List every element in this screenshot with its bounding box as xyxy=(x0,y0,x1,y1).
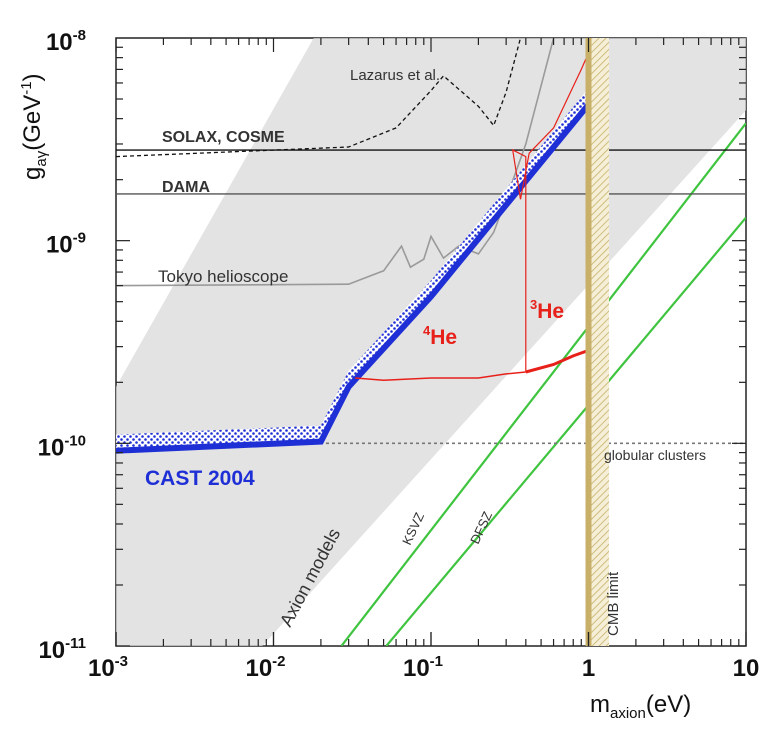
y-axis-title: gaγ(GeV-1) xyxy=(18,73,50,180)
x-axis-title-base: m xyxy=(590,691,610,718)
label-solax: SOLAX, COSME xyxy=(162,129,285,146)
x-axis-title-sub: axion xyxy=(610,705,646,722)
y-tick-label: 10-8 xyxy=(46,27,86,56)
x-tick-label: 10-1 xyxy=(403,653,443,682)
label-globular: globular clusters xyxy=(604,447,706,463)
y-tick-label: 10-9 xyxy=(46,230,86,259)
label-tokyo: Tokyo helioscope xyxy=(158,267,288,286)
x-axis-title-unit: (eV) xyxy=(646,691,691,718)
he4-sup: 4 xyxy=(423,323,431,338)
y-axis-title-unit-sup: -1 xyxy=(18,81,35,94)
he4-base: He xyxy=(430,326,457,349)
he-resonance-curve xyxy=(511,38,596,372)
label-lazarus: Lazarus et al. xyxy=(350,67,440,84)
label-dama: DAMA xyxy=(162,179,210,196)
y-axis-title-unit-pre: (GeV xyxy=(19,95,46,151)
label-he3: 3He xyxy=(530,297,564,323)
y-axis-title-unit-post: ) xyxy=(19,73,46,81)
y-tick-label: 10-10 xyxy=(38,432,86,461)
model-line-dfsz xyxy=(385,216,746,646)
x-tick-label: 1 xyxy=(582,655,595,682)
label-cast: CAST 2004 xyxy=(145,467,255,490)
model-lines xyxy=(340,122,746,646)
label-he4: 4He xyxy=(423,323,457,349)
y-tick-label: 10-11 xyxy=(38,635,86,664)
y-axis-title-base: g xyxy=(19,167,46,180)
he3-sup: 3 xyxy=(530,297,537,312)
cmb-limit-band xyxy=(588,38,610,646)
lazarus-curve xyxy=(116,38,522,158)
x-tick-label: 10-3 xyxy=(88,653,128,682)
model-line-ksvz xyxy=(340,122,746,646)
y-axis-title-sub: aγ xyxy=(33,150,50,166)
x-axis-title: maxion(eV) xyxy=(590,691,691,722)
x-tick-label: 10 xyxy=(733,655,760,682)
x-tick-label: 10-2 xyxy=(245,653,285,682)
plot-content xyxy=(116,38,746,646)
he3-base: He xyxy=(537,300,564,323)
label-cmb: CMB limit xyxy=(605,571,622,636)
cast-2004-hatched-band xyxy=(116,38,607,451)
he4-curve xyxy=(355,371,526,381)
